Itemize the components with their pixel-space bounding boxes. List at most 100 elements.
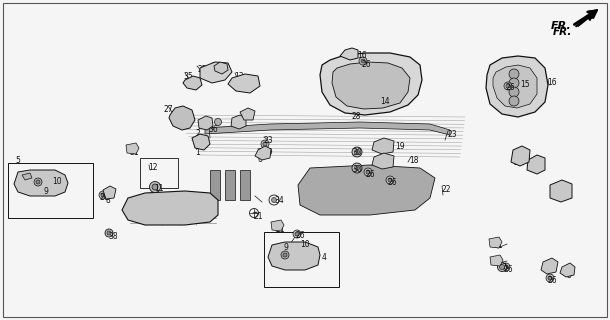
Text: 36: 36	[208, 125, 218, 134]
Polygon shape	[231, 115, 246, 129]
Circle shape	[500, 265, 504, 269]
Bar	[264, 232, 339, 287]
Polygon shape	[271, 220, 284, 231]
Polygon shape	[214, 62, 228, 74]
Text: 21: 21	[253, 212, 262, 221]
Text: 16: 16	[357, 51, 367, 60]
Text: 38: 38	[108, 232, 118, 241]
Text: 31: 31	[129, 148, 138, 157]
Text: 24: 24	[530, 165, 540, 174]
Circle shape	[293, 230, 301, 238]
Polygon shape	[298, 165, 435, 215]
Text: 23: 23	[263, 136, 273, 145]
Polygon shape	[490, 255, 503, 266]
Circle shape	[105, 229, 113, 237]
Circle shape	[261, 140, 269, 148]
Polygon shape	[240, 108, 255, 120]
Polygon shape	[169, 106, 195, 130]
Text: 10: 10	[52, 177, 62, 186]
Polygon shape	[164, 140, 200, 212]
Circle shape	[271, 197, 276, 203]
Text: 9: 9	[283, 243, 288, 252]
Polygon shape	[22, 173, 32, 180]
Polygon shape	[210, 170, 220, 200]
Text: 29: 29	[545, 265, 554, 274]
Text: 1: 1	[195, 148, 199, 157]
Polygon shape	[320, 53, 422, 115]
Text: 13: 13	[234, 72, 243, 81]
Text: 26: 26	[362, 60, 371, 69]
Text: 33: 33	[381, 142, 391, 151]
Polygon shape	[268, 242, 320, 270]
Polygon shape	[527, 155, 545, 174]
Circle shape	[388, 178, 392, 182]
Text: 26: 26	[296, 231, 306, 240]
Text: 30: 30	[352, 165, 362, 174]
Polygon shape	[511, 146, 530, 166]
Circle shape	[189, 80, 195, 86]
Text: 26: 26	[365, 170, 375, 179]
Text: 27: 27	[513, 158, 523, 167]
Circle shape	[352, 147, 362, 157]
Polygon shape	[486, 56, 548, 117]
Circle shape	[295, 232, 299, 236]
Circle shape	[107, 231, 111, 235]
Polygon shape	[493, 65, 537, 108]
Polygon shape	[550, 180, 572, 202]
Text: 31: 31	[493, 241, 503, 250]
Text: 26: 26	[387, 178, 396, 187]
Text: 16: 16	[547, 78, 556, 87]
Text: 26: 26	[100, 193, 110, 202]
Text: 33: 33	[381, 158, 391, 167]
Text: 31: 31	[493, 258, 503, 267]
Circle shape	[502, 263, 510, 271]
Text: 10: 10	[300, 240, 310, 249]
Circle shape	[354, 165, 359, 171]
Polygon shape	[200, 62, 232, 83]
Circle shape	[359, 57, 367, 65]
Circle shape	[99, 191, 107, 199]
Polygon shape	[372, 138, 394, 154]
Text: 30: 30	[352, 148, 362, 157]
Circle shape	[178, 114, 186, 122]
Circle shape	[361, 59, 365, 63]
Bar	[8, 163, 93, 218]
Circle shape	[263, 142, 267, 146]
Circle shape	[352, 163, 362, 173]
Text: 15: 15	[520, 80, 529, 89]
Polygon shape	[122, 191, 218, 225]
Text: FR.: FR.	[553, 27, 572, 37]
Circle shape	[548, 276, 552, 280]
Circle shape	[101, 193, 105, 197]
Polygon shape	[103, 186, 116, 199]
Text: 31: 31	[275, 225, 285, 234]
Bar	[140, 158, 178, 188]
Text: 28: 28	[352, 112, 362, 121]
Polygon shape	[255, 146, 271, 160]
Text: 26: 26	[548, 276, 558, 285]
Text: 7: 7	[501, 263, 506, 272]
Polygon shape	[489, 237, 502, 248]
Polygon shape	[183, 76, 202, 90]
Circle shape	[217, 64, 223, 70]
Text: 34: 34	[274, 196, 284, 205]
Circle shape	[504, 265, 508, 269]
Text: 9: 9	[43, 187, 48, 196]
Polygon shape	[240, 170, 250, 200]
Polygon shape	[205, 122, 450, 135]
Polygon shape	[560, 263, 575, 277]
Text: 35: 35	[183, 72, 193, 81]
Polygon shape	[340, 48, 358, 60]
Polygon shape	[192, 134, 210, 150]
Circle shape	[215, 118, 221, 125]
Circle shape	[546, 274, 554, 282]
Text: 32: 32	[244, 112, 254, 121]
Circle shape	[364, 168, 372, 176]
Text: 5: 5	[15, 156, 20, 165]
Polygon shape	[14, 170, 68, 196]
Circle shape	[509, 96, 519, 106]
Text: 22: 22	[441, 185, 451, 194]
Text: 14: 14	[380, 97, 390, 106]
Circle shape	[509, 78, 519, 88]
Text: 8: 8	[105, 196, 110, 205]
